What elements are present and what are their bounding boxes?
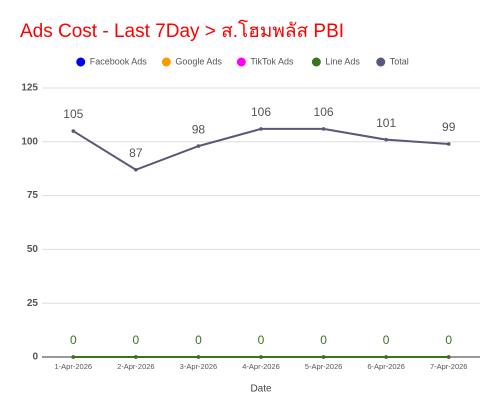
data-point xyxy=(134,167,138,172)
legend-swatch xyxy=(236,57,246,67)
data-label: 0 xyxy=(383,333,390,347)
legend-label: Google Ads xyxy=(175,56,222,66)
legend-label: TikTok Ads xyxy=(250,56,294,66)
data-point xyxy=(384,137,388,142)
x-tick-label: 7-Apr-2026 xyxy=(430,362,468,371)
y-tick-label: 100 xyxy=(21,136,38,147)
data-label: 0 xyxy=(195,333,202,347)
data-label: 99 xyxy=(442,120,456,134)
data-label: 87 xyxy=(129,146,143,160)
x-tick-label: 2-Apr-2026 xyxy=(117,362,155,371)
legend-swatch xyxy=(376,57,386,67)
data-label: 106 xyxy=(251,105,271,119)
y-tick-label: 125 xyxy=(21,83,38,94)
legend-swatch xyxy=(76,57,86,67)
data-point xyxy=(321,355,326,359)
data-label: 105 xyxy=(63,107,83,121)
x-tick-label: 4-Apr-2026 xyxy=(242,362,280,371)
data-point xyxy=(384,355,388,359)
chart-title: Ads Cost - Last 7Day > ส.โฮมพลัส PBI xyxy=(20,19,344,42)
y-tick-label: 75 xyxy=(27,190,39,201)
data-point xyxy=(259,355,263,359)
data-label: 98 xyxy=(192,122,206,136)
x-tick-label: 1-Apr-2026 xyxy=(55,362,93,371)
data-point xyxy=(196,355,201,359)
legend-swatch xyxy=(161,57,171,67)
data-point xyxy=(259,127,263,131)
data-label: 106 xyxy=(314,105,334,119)
data-label: 0 xyxy=(258,333,265,347)
data-point xyxy=(196,144,201,148)
x-axis-label: Date xyxy=(250,384,272,395)
data-point xyxy=(321,127,326,131)
data-point xyxy=(446,355,451,359)
x-tick-label: 6-Apr-2026 xyxy=(367,362,405,371)
data-label: 0 xyxy=(70,333,77,347)
y-tick-label: 50 xyxy=(27,244,39,255)
data-label: 0 xyxy=(445,333,452,347)
x-tick-label: 3-Apr-2026 xyxy=(180,362,218,371)
legend-label: Facebook Ads xyxy=(90,56,148,66)
data-label: 0 xyxy=(133,333,140,347)
legend-swatch xyxy=(311,57,321,67)
legend-label: Line Ads xyxy=(325,56,360,66)
data-point xyxy=(71,355,76,359)
data-label: 0 xyxy=(320,333,327,347)
legend-label: Total xyxy=(390,56,409,66)
data-point xyxy=(71,129,76,133)
y-tick-label: 0 xyxy=(32,352,38,363)
data-label: 101 xyxy=(376,116,396,130)
x-tick-label: 5-Apr-2026 xyxy=(305,362,343,371)
data-point xyxy=(446,142,451,146)
data-point xyxy=(134,355,138,359)
y-tick-label: 25 xyxy=(27,298,39,309)
